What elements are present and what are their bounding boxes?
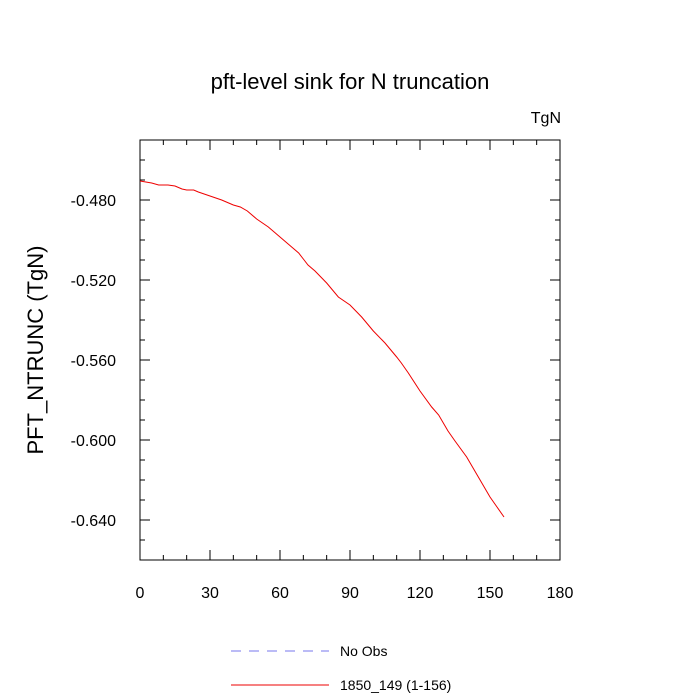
y-tick-label: -0.480 [71, 193, 116, 210]
y-tick-label: -0.600 [71, 433, 116, 450]
units-label: TgN [531, 110, 561, 127]
x-tick-label: 180 [547, 585, 574, 602]
y-tick-label: -0.560 [71, 353, 116, 370]
x-tick-label: 30 [201, 585, 219, 602]
y-tick-labels: -0.480 -0.520 -0.560 -0.600 -0.640 [71, 193, 116, 530]
y-tick-label: -0.640 [71, 513, 116, 530]
plot-frame [139, 139, 561, 561]
x-tick-label: 90 [341, 585, 359, 602]
legend-label-1850-149: 1850_149 (1-156) [340, 677, 451, 693]
x-tick-label: 0 [136, 585, 145, 602]
y-tick-label: -0.520 [71, 273, 116, 290]
x-tick-labels: 0 30 60 90 120 150 180 [136, 585, 574, 602]
series-layer [139, 180, 505, 518]
x-tick-label: 60 [271, 585, 289, 602]
chart-title: pft-level sink for N truncation [211, 69, 490, 94]
legend: No Obs 1850_149 (1-156) [231, 643, 451, 693]
axis-ticks [139, 139, 561, 561]
series-line-1 [139, 180, 505, 518]
y-axis-label: PFT_NTRUNC (TgN) [23, 246, 48, 455]
legend-label-no-obs: No Obs [340, 643, 387, 659]
x-tick-label: 120 [407, 585, 434, 602]
x-tick-label: 150 [477, 585, 504, 602]
